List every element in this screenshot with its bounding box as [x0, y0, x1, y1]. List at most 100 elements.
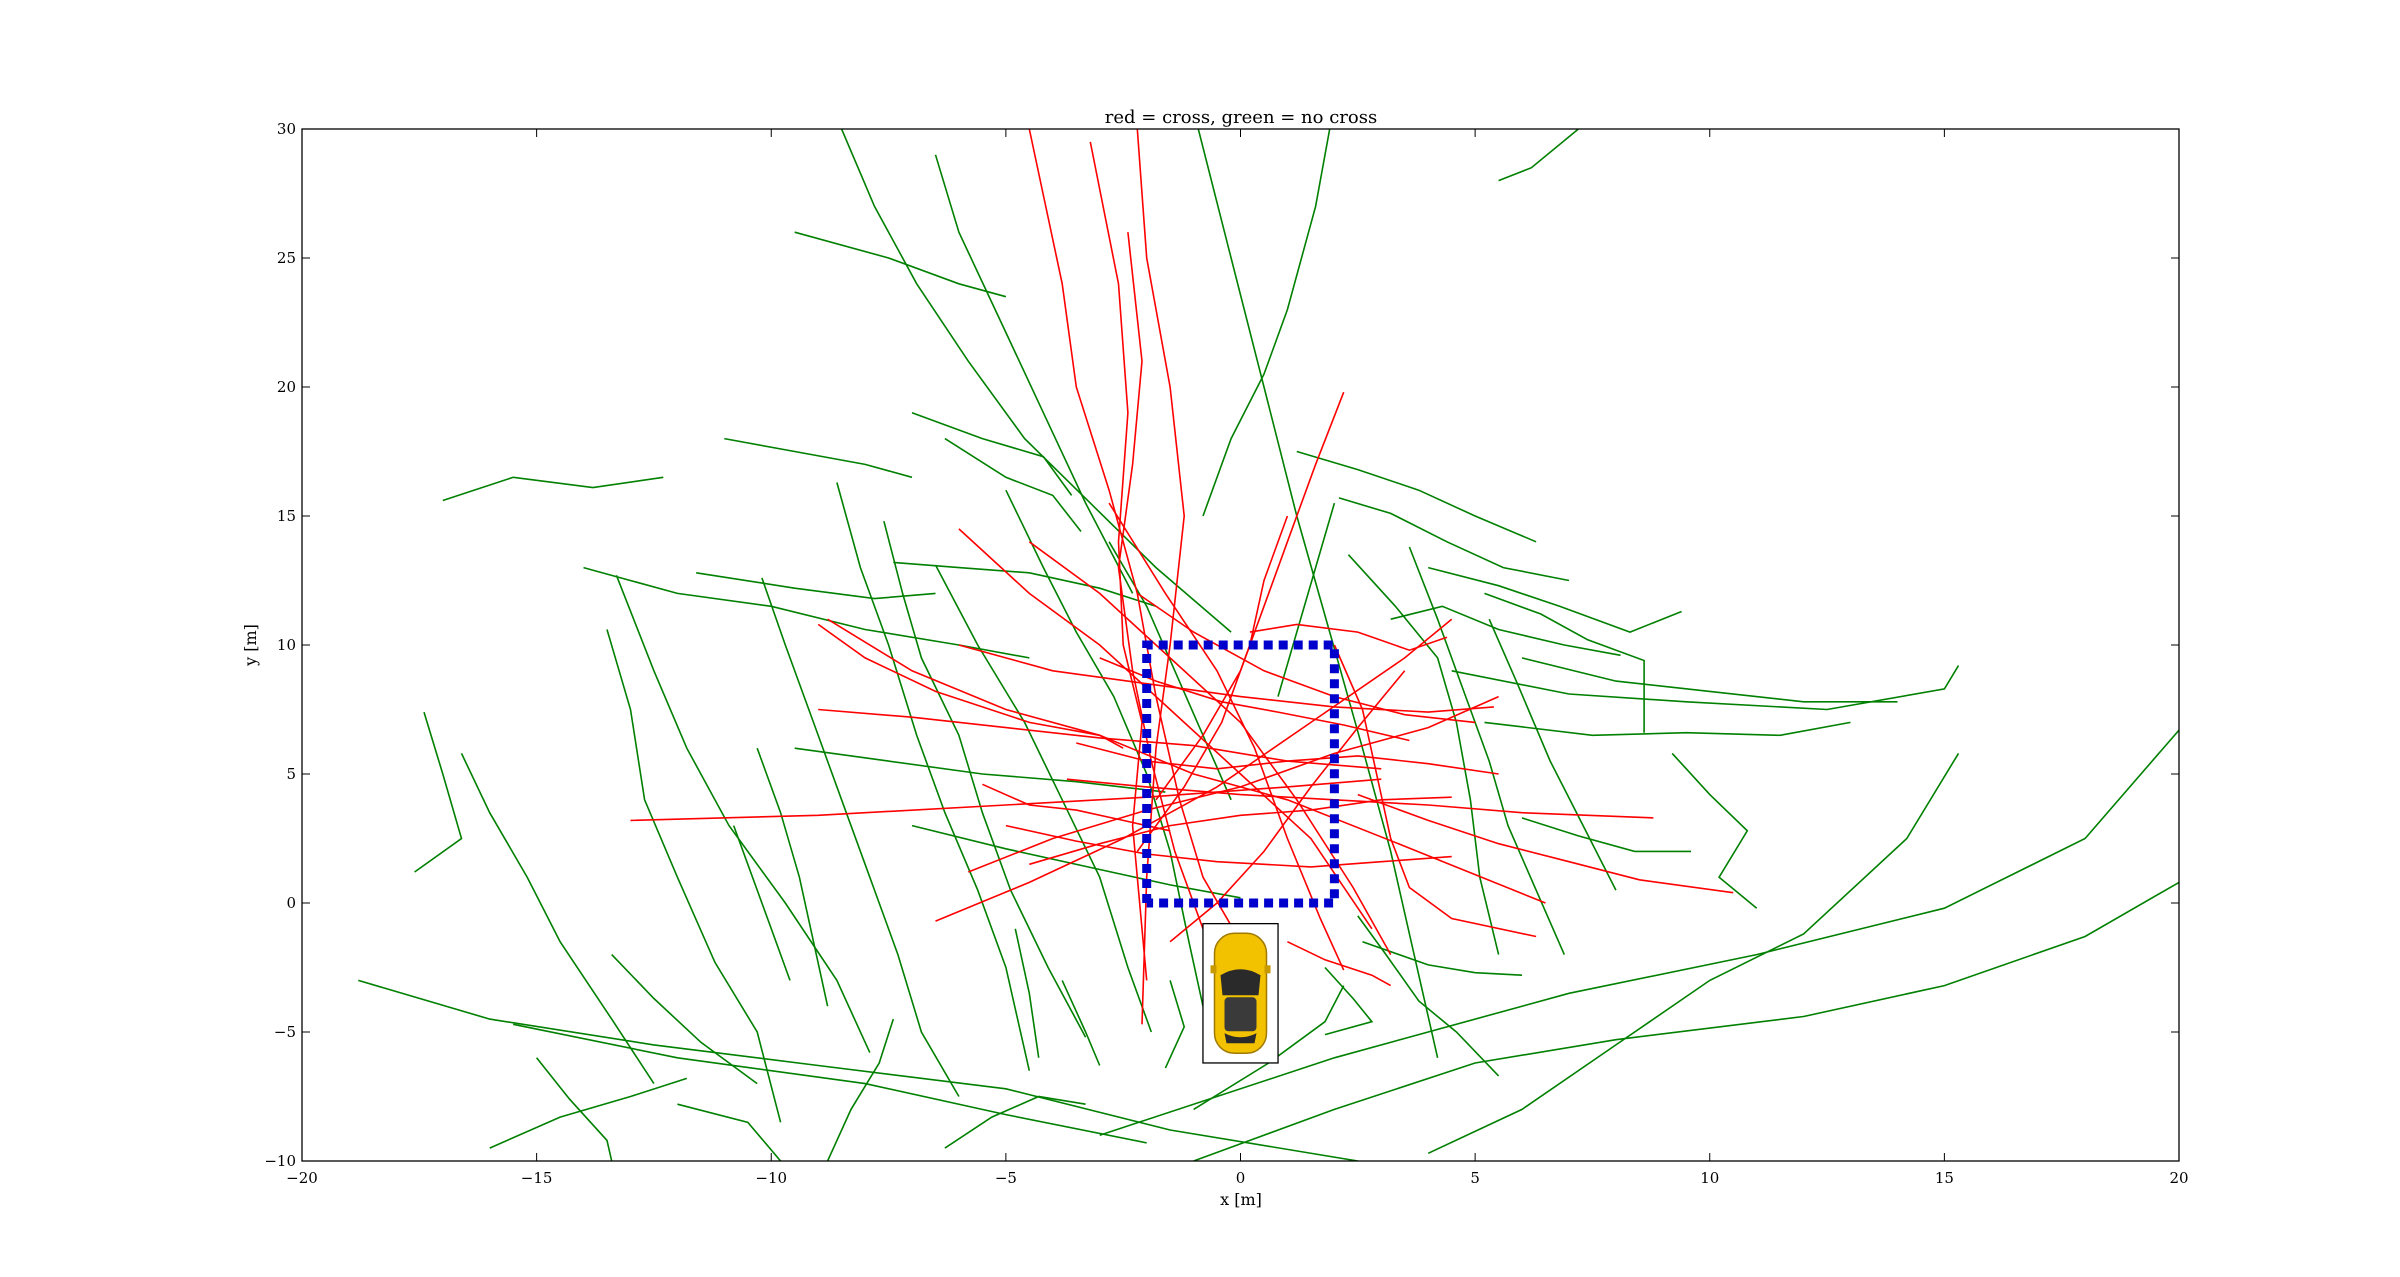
- no-cross-trajectory-34: [513, 1023, 1147, 1144]
- cross-trajectory-15: [1136, 592, 1476, 724]
- x-tick-label: 5: [1470, 1169, 1480, 1187]
- no-cross-trajectory-45: [934, 564, 1153, 1033]
- no-cross-trajectory-58: [1484, 721, 1851, 737]
- y-axis: −10 −5 0 5 10 15 20 25 30: [264, 120, 2179, 1170]
- no-cross-trajectory-70: [794, 747, 1166, 793]
- no-cross-trajectory-72: [944, 437, 1082, 532]
- cross-trajectory-2: [1136, 129, 1186, 1025]
- cross-trajectory-9: [935, 618, 1453, 922]
- cross-trajectory-25: [1249, 623, 1448, 652]
- y-axis-label: y [m]: [241, 624, 260, 667]
- y-tick-label: 5: [286, 765, 296, 783]
- no-cross-trajectory-66: [1061, 980, 1101, 1066]
- plot-area: [358, 129, 2179, 1161]
- no-cross-trajectory-43: [836, 482, 1031, 1071]
- no-cross-trajectory-42: [761, 577, 960, 1097]
- no-cross-trajectory-77: [1277, 502, 1336, 697]
- no-cross-trajectory-71: [911, 824, 1241, 899]
- no-cross-trajectory-46: [1005, 489, 1204, 1007]
- no-cross-trajectory-30: [1197, 129, 1439, 1058]
- cross-trajectory-21: [1029, 796, 1452, 866]
- no-cross-trajectory-64: [1324, 966, 1374, 1036]
- x-tick-label: 0: [1236, 1169, 1246, 1187]
- y-tick-label: 0: [286, 894, 296, 912]
- cross-trajectory-24: [1287, 940, 1392, 987]
- no-cross-trajectory-84: [826, 1018, 895, 1161]
- no-cross-trajectory-29: [934, 154, 1134, 594]
- no-cross-trajectory-74: [732, 825, 791, 981]
- cross-trajectory-19: [817, 623, 1124, 749]
- car-icon: [1202, 922, 1279, 1064]
- no-cross-trajectory-56: [1521, 657, 1898, 703]
- no-cross-trajectory-48: [696, 572, 936, 600]
- cross-trajectory-5: [827, 618, 1546, 904]
- cross-trajectory-4: [630, 778, 1382, 822]
- cross-trajectory-7: [958, 644, 1494, 713]
- y-tick-label: 10: [277, 636, 296, 654]
- no-cross-trajectory-33: [358, 979, 1358, 1161]
- cross-trajectory-26: [982, 783, 1171, 832]
- no-cross-trajectory-80: [1521, 817, 1691, 853]
- no-cross-trajectory-79: [1671, 752, 1758, 909]
- x-tick-label: 10: [1700, 1169, 1719, 1187]
- x-tick-label: −20: [286, 1169, 318, 1187]
- y-tick-label: 20: [277, 378, 296, 396]
- x-tick-label: −5: [995, 1169, 1017, 1187]
- no-cross-trajectory-32: [1498, 129, 1579, 182]
- no-cross-trajectory-47: [583, 566, 1030, 659]
- cross-trajectory-22: [1169, 670, 1406, 943]
- no-cross-trajectory-67: [1014, 928, 1040, 1058]
- no-cross-trajectory-73: [756, 747, 829, 1007]
- no-cross-trajectory-52: [911, 412, 1073, 496]
- no-cross-trajectory-54: [1338, 497, 1570, 582]
- no-cross-trajectory-69: [893, 561, 1157, 608]
- cross-trajectory-27: [1357, 793, 1734, 894]
- crossing-zone: [1142, 640, 1339, 908]
- no-cross-trajectory-55: [1428, 566, 1682, 633]
- no-cross-trajectory-39: [606, 629, 782, 1123]
- cross-trajectory-13: [1155, 391, 1345, 801]
- no-cross-trajectory-35: [1193, 881, 2179, 1161]
- no-cross-trajectory-41: [414, 711, 463, 873]
- no-cross-trajectory-37: [1427, 752, 1960, 1155]
- cross-trajectory-12: [1108, 502, 1345, 971]
- no-cross-trajectory-49: [724, 437, 913, 479]
- cross-trajectory-11: [1028, 541, 1392, 955]
- x-tick-label: 20: [2169, 1169, 2188, 1187]
- cross-trajectory-23: [1333, 644, 1537, 938]
- no-cross-trajectory-36: [1099, 729, 2179, 1136]
- cross-trajectory-8: [968, 695, 1499, 873]
- x-axis-label: x [m]: [1220, 1190, 1262, 1209]
- no-cross-trajectory-86: [535, 1057, 613, 1161]
- cross-trajectory-14: [1136, 515, 1289, 852]
- cross-trajectory-3: [1117, 232, 1204, 930]
- no-cross-trajectory-60: [1347, 554, 1500, 955]
- y-tick-label: 15: [277, 507, 296, 525]
- no-cross-trajectory-63: [1357, 915, 1500, 1077]
- no-cross-trajectory-40: [460, 753, 655, 1085]
- no-cross-trajectory-81: [1362, 940, 1523, 976]
- x-tick-label: −10: [755, 1169, 787, 1187]
- no-cross-trajectory-59: [1390, 605, 1621, 657]
- y-tick-label: 25: [277, 249, 296, 267]
- no-cross-trajectory-62: [1488, 618, 1617, 891]
- no-cross-trajectory-78: [1484, 592, 1645, 733]
- no-cross-trajectory-44: [883, 520, 1087, 1038]
- no-cross-trajectory-31: [1202, 129, 1331, 517]
- no-cross-trajectory-38: [615, 575, 871, 1053]
- cross-trajectory-1: [1089, 141, 1148, 981]
- y-tick-label: 30: [277, 120, 296, 138]
- x-axis: −20 −15 −10 −5 0 5 10 15 20: [286, 129, 2189, 1187]
- cross-trajectory-10: [958, 528, 1373, 930]
- no-cross-trajectory-85: [489, 1077, 688, 1149]
- no-cross-trajectory-57: [1451, 665, 1960, 711]
- no-cross-trajectory-76: [677, 1103, 782, 1161]
- y-tick-label: −10: [264, 1152, 296, 1170]
- no-cross-trajectory-51: [794, 231, 1007, 298]
- no-cross-trajectory-82: [1193, 985, 1345, 1111]
- no-cross-trajectory-75: [611, 954, 758, 1085]
- no-cross-trajectory-83: [944, 1095, 1086, 1149]
- no-cross-trajectory-61: [1408, 546, 1566, 955]
- chart-title: red = cross, green = no cross: [1105, 107, 1377, 128]
- x-tick-label: 15: [1935, 1169, 1954, 1187]
